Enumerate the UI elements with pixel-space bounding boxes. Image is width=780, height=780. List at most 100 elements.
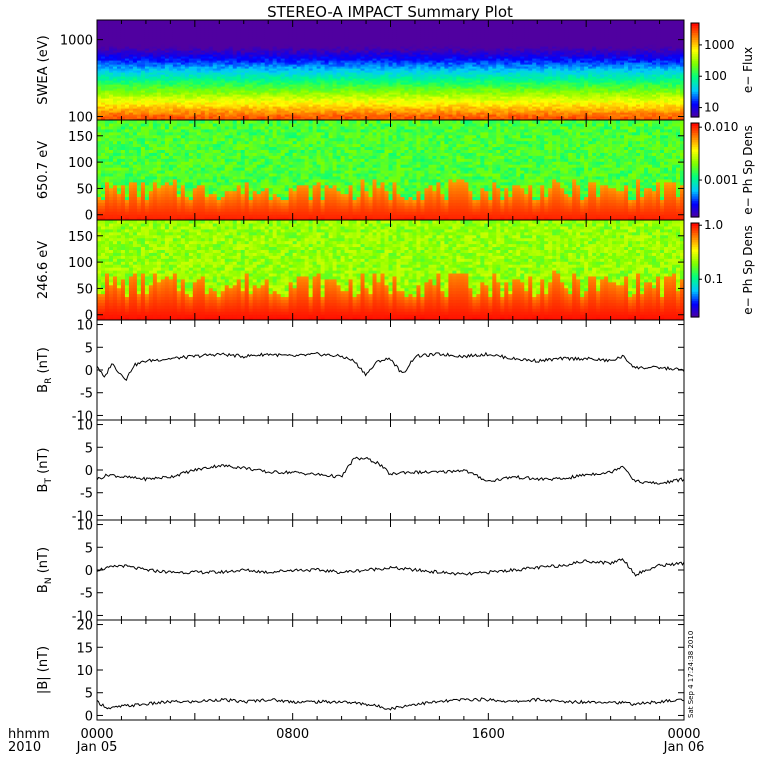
swea-cell	[256, 86, 262, 89]
swea-cell	[224, 96, 230, 99]
swea-cell	[228, 80, 234, 83]
swea-cell	[440, 94, 446, 97]
swea-cell	[140, 58, 146, 61]
swea-cell	[232, 54, 238, 57]
swea-cell	[128, 64, 134, 67]
swea-cell	[128, 88, 134, 91]
swea-cell	[256, 64, 262, 67]
swea-cell	[264, 28, 270, 31]
swea-cell	[340, 46, 346, 49]
swea-cell	[232, 24, 238, 27]
swea-cell	[432, 36, 438, 39]
swea-cell	[216, 72, 222, 75]
swea-cell	[180, 82, 186, 85]
swea-cell	[360, 60, 366, 63]
swea-cell	[260, 60, 266, 63]
swea-cell	[484, 50, 489, 53]
swea-cell	[276, 118, 282, 120]
swea-cell	[444, 74, 450, 77]
swea-cell	[188, 48, 194, 51]
swea-cell	[132, 86, 138, 89]
swea-cell	[424, 78, 430, 81]
swea-cell	[112, 114, 118, 117]
swea-cell	[148, 20, 154, 23]
swea-cell	[300, 24, 306, 27]
swea-cell	[152, 58, 158, 61]
swea-cell	[348, 82, 354, 85]
swea-cell	[416, 40, 422, 43]
swea-cell	[184, 74, 190, 77]
swea-cell	[340, 84, 346, 87]
swea-cell	[400, 70, 406, 73]
swea-cell	[452, 76, 457, 79]
swea-cell	[384, 106, 390, 109]
swea-cell	[164, 84, 170, 87]
swea-cell	[476, 74, 481, 77]
swea-cell	[420, 74, 426, 77]
swea-cell	[464, 60, 469, 63]
swea-cell	[360, 22, 366, 25]
swea-cell	[480, 100, 485, 103]
swea-cell	[336, 64, 342, 67]
swea-cell	[112, 62, 118, 65]
swea-cell	[396, 108, 402, 111]
swea-cell	[468, 46, 473, 49]
swea-cell	[260, 64, 266, 67]
swea-cell	[268, 86, 274, 89]
swea-cell	[460, 102, 465, 105]
swea-cell	[208, 58, 214, 61]
swea-cell	[464, 92, 469, 95]
swea-cell	[424, 28, 430, 31]
swea-cell	[340, 60, 346, 63]
swea-cell	[388, 100, 394, 103]
swea-cell	[368, 30, 374, 33]
swea-cell	[484, 20, 489, 23]
swea-cell	[408, 54, 414, 57]
swea-cell	[460, 30, 465, 33]
swea-cell	[152, 20, 158, 23]
swea-cell	[272, 28, 278, 31]
swea-cell	[132, 58, 138, 61]
swea-cell	[152, 72, 158, 75]
swea-cell	[352, 58, 358, 61]
swea-cell	[156, 84, 162, 87]
swea-cell	[420, 104, 426, 107]
swea-cell	[104, 82, 110, 85]
swea-cell	[452, 54, 457, 57]
swea-cell	[272, 22, 278, 25]
swea-cell	[97, 68, 102, 71]
swea-cell	[468, 60, 473, 63]
swea-cell	[428, 74, 434, 77]
swea-cell	[304, 112, 310, 115]
swea-cell	[316, 46, 322, 49]
swea-cell	[144, 114, 150, 117]
swea-cell	[300, 112, 306, 115]
swea-cell	[304, 56, 310, 59]
swea-cell	[420, 72, 426, 75]
swea-cell	[436, 66, 442, 69]
swea-cell	[416, 36, 422, 39]
swea-cell	[268, 114, 274, 117]
swea-cell	[224, 60, 230, 63]
swea-cell	[200, 106, 206, 109]
swea-cell	[104, 64, 110, 67]
swea-cell	[200, 62, 206, 65]
swea-cell	[300, 80, 306, 83]
swea-cell	[364, 20, 370, 23]
swea-cell	[364, 28, 370, 31]
swea-cell	[232, 32, 238, 35]
swea-cell	[404, 88, 410, 91]
swea-cell	[340, 110, 346, 113]
swea-cell	[464, 26, 469, 29]
swea-cell	[396, 36, 402, 39]
swea-cell	[188, 56, 194, 59]
swea-cell	[192, 26, 198, 29]
swea-cell	[364, 72, 370, 75]
swea-cell	[376, 38, 382, 41]
swea-cell	[472, 70, 477, 73]
swea-cell	[480, 108, 485, 111]
swea-cell	[316, 26, 322, 29]
swea-cell	[204, 82, 210, 85]
swea-cell	[184, 100, 190, 103]
swea-cell	[160, 72, 166, 75]
